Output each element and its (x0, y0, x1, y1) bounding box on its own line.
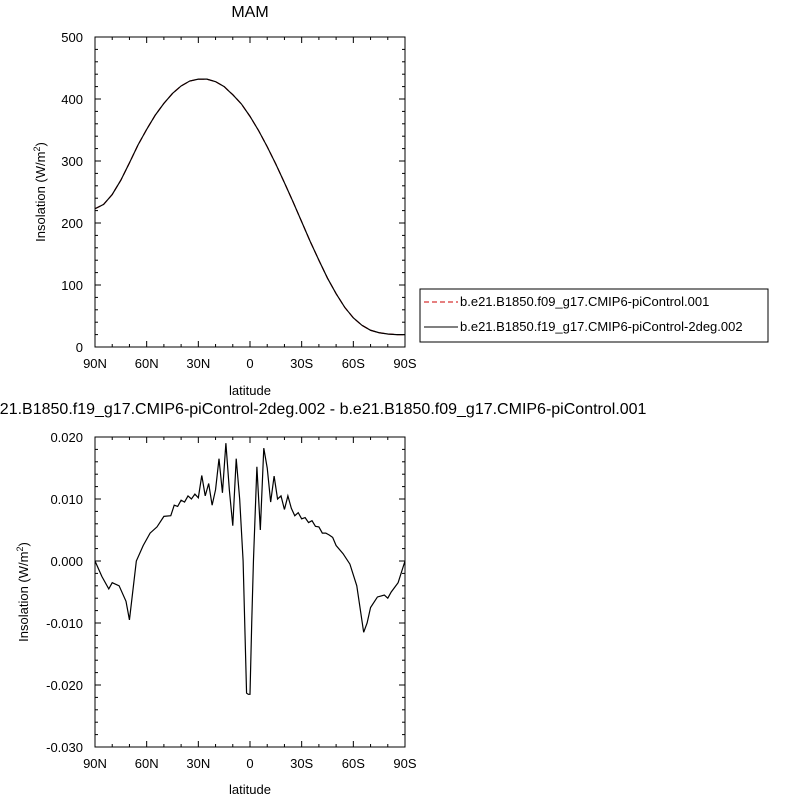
top-chart-series-line-2 (94, 78, 405, 336)
bottom-chart-x-tick-label: 90N (83, 756, 107, 771)
top-chart-x-tick-label: 30N (186, 356, 210, 371)
top-chart-x-tick-label: 90S (393, 356, 416, 371)
top-y-label-main: Insolation (W/m (33, 152, 48, 242)
top-chart-y-tick-label: 100 (61, 278, 83, 293)
bottom-chart-plot-area: 90N 60N 30N 0 30S 60S 90S -0.030 -0.020 -0.010 0.0… (46, 430, 417, 771)
bottom-chart-y-tick-label: 0.000 (50, 554, 83, 569)
top-y-label-close: ) (33, 142, 48, 146)
bottom-chart-y-axis-label: Insolation (W/m2) (15, 542, 31, 642)
bottom-y-label-close: ) (16, 542, 31, 546)
bottom-chart-x-tick-label: 60N (135, 756, 159, 771)
top-chart-y-tick-label: 0 (76, 340, 83, 355)
bottom-chart-x-tick-label: 90S (393, 756, 416, 771)
bottom-y-label-main: Insolation (W/m (16, 552, 31, 642)
top-chart-x-tick-label: 0 (246, 356, 253, 371)
top-y-label-sup: 2 (32, 147, 42, 152)
top-chart-plot-area: 90N 60N 30N 0 30S 60S 90S 0 100 200 300 400 500 (61, 30, 417, 371)
top-chart-y-tick-label: 200 (61, 216, 83, 231)
top-chart-x-tick-label: 30S (290, 356, 313, 371)
legend-label-series-2: b.e21.B1850.f19_g17.CMIP6-piControl-2deg… (460, 319, 743, 334)
bottom-chart-x-tick-label: 30N (186, 756, 210, 771)
bottom-chart-x-tick-label: 30S (290, 756, 313, 771)
bottom-chart-x-axis-label: latitude (229, 782, 271, 797)
top-chart-y-tick-label: 300 (61, 154, 83, 169)
top-chart-title: MAM (231, 4, 268, 21)
bottom-chart-y-tick-label: -0.020 (46, 678, 83, 693)
bottom-chart-y-tick-label: 0.010 (50, 492, 83, 507)
top-chart-x-axis-label: latitude (229, 383, 271, 398)
bottom-chart-y-tick-label: -0.010 (46, 616, 83, 631)
bottom-chart-x-tick-label: 60S (342, 756, 365, 771)
top-chart-y-tick-label: 400 (61, 92, 83, 107)
bottom-chart-y-tick-label: -0.030 (46, 740, 83, 755)
bottom-chart-y-tick-label: 0.020 (50, 430, 83, 445)
legend-label-series-1: b.e21.B1850.f09_g17.CMIP6-piControl.001 (460, 294, 709, 309)
top-chart-y-axis-label: Insolation (W/m2) (32, 142, 48, 242)
top-chart-x-tick-label: 60N (135, 356, 159, 371)
top-chart-y-tick-label: 500 (61, 30, 83, 45)
top-chart-x-tick-label: 90N (83, 356, 107, 371)
bottom-y-label-sup: 2 (15, 547, 25, 552)
legend-box (419, 288, 769, 343)
bottom-chart-title: b.e21.B1850.f19_g17.CMIP6-piControl-2deg… (0, 401, 647, 418)
bottom-chart-series-line-1 (94, 443, 406, 695)
legend: b.e21.B1850.f09_g17.CMIP6-piControl.001 … (419, 288, 769, 343)
top-chart-x-tick-label: 60S (342, 356, 365, 371)
bottom-chart-x-tick-label: 0 (246, 756, 253, 771)
